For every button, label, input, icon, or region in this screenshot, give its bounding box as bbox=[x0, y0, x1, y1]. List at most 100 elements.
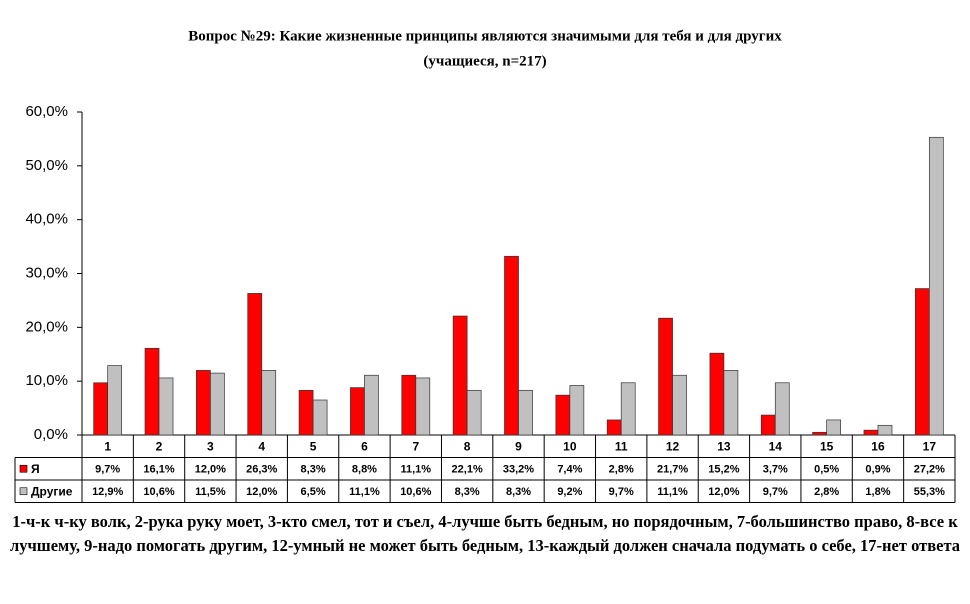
table-value: 9,2% bbox=[557, 486, 582, 498]
table-value: 11,1% bbox=[400, 464, 431, 476]
bar bbox=[723, 370, 739, 436]
x-tick-label: 10 bbox=[563, 439, 577, 453]
y-tick-label: 60,0% bbox=[25, 103, 68, 120]
bar bbox=[415, 377, 431, 436]
table-value: 9,7% bbox=[763, 486, 788, 498]
table-value: 11,5% bbox=[195, 486, 226, 498]
table-value: 22,1% bbox=[452, 464, 483, 476]
table-value: 12,0% bbox=[195, 464, 226, 476]
y-tick-label: 40,0% bbox=[25, 211, 68, 228]
y-tick-label: 10,0% bbox=[25, 372, 68, 389]
table-value: 10,6% bbox=[400, 486, 431, 498]
x-tick-label: 8 bbox=[464, 439, 471, 453]
bar bbox=[672, 374, 687, 436]
table-value: 9,7% bbox=[609, 486, 634, 498]
x-tick-label: 15 bbox=[820, 439, 834, 453]
table-value: 55,3% bbox=[914, 486, 945, 498]
legend-label: Другие bbox=[31, 484, 73, 498]
table-value: 8,8% bbox=[352, 464, 377, 476]
table-value: 6,5% bbox=[301, 486, 326, 498]
x-tick-label: 1 bbox=[104, 439, 111, 453]
bar bbox=[606, 419, 622, 436]
table-value: 12,9% bbox=[92, 486, 123, 498]
table-value: 15,2% bbox=[708, 464, 739, 476]
bar bbox=[93, 382, 109, 436]
bar bbox=[863, 429, 879, 436]
bar bbox=[350, 387, 365, 436]
bar bbox=[312, 399, 328, 436]
bar bbox=[196, 370, 211, 436]
bar bbox=[877, 424, 893, 436]
chart-title: Вопрос №29: Какие жизненные принципы явл… bbox=[188, 28, 782, 44]
table-value: 0,9% bbox=[865, 464, 890, 476]
bar bbox=[466, 389, 482, 436]
bar bbox=[210, 372, 225, 436]
bar bbox=[518, 389, 533, 436]
y-tick-label: 20,0% bbox=[25, 318, 68, 335]
table-value: 12,0% bbox=[708, 486, 739, 498]
table-value: 2,8% bbox=[609, 464, 634, 476]
bar bbox=[144, 347, 160, 436]
table-value: 1,8% bbox=[865, 486, 890, 498]
bar bbox=[158, 377, 174, 436]
table-value: 0,5% bbox=[814, 464, 839, 476]
legend-swatch bbox=[19, 464, 28, 473]
table-value: 11,1% bbox=[349, 486, 380, 498]
table-value: 8,3% bbox=[455, 486, 480, 498]
bar bbox=[760, 414, 776, 436]
legend-label: Я bbox=[31, 462, 40, 476]
legend-swatch bbox=[19, 487, 28, 496]
bar bbox=[504, 255, 519, 436]
bar bbox=[658, 317, 673, 436]
x-tick-label: 13 bbox=[717, 439, 731, 453]
table-value: 2,8% bbox=[814, 486, 839, 498]
table-value: 33,2% bbox=[503, 464, 534, 476]
bar bbox=[247, 293, 263, 436]
x-tick-label: 4 bbox=[258, 439, 265, 453]
table-value: 7,4% bbox=[557, 464, 582, 476]
bar bbox=[452, 315, 468, 436]
x-tick-label: 11 bbox=[615, 439, 628, 453]
table-value: 9,7% bbox=[95, 464, 120, 476]
table-value: 16,1% bbox=[143, 464, 174, 476]
chart-subtitle: (учащиеся, n=217) bbox=[423, 53, 546, 69]
bar bbox=[298, 389, 314, 436]
bar bbox=[107, 365, 123, 436]
bar bbox=[569, 385, 585, 436]
table-value: 3,7% bbox=[763, 464, 788, 476]
table-value: 8,3% bbox=[301, 464, 326, 476]
table-value: 27,2% bbox=[914, 464, 945, 476]
table-value: 11,1% bbox=[657, 486, 688, 498]
x-tick-label: 6 bbox=[361, 439, 368, 453]
y-tick-label: 0,0% bbox=[34, 426, 68, 443]
bar bbox=[812, 431, 827, 436]
table-value: 26,3% bbox=[246, 464, 277, 476]
bar bbox=[364, 374, 379, 436]
x-tick-label: 2 bbox=[156, 439, 163, 453]
bar bbox=[826, 419, 841, 436]
x-tick-label: 16 bbox=[871, 439, 885, 453]
table-value: 10,6% bbox=[143, 486, 174, 498]
table-value: 12,0% bbox=[246, 486, 277, 498]
x-tick-label: 14 bbox=[769, 439, 783, 453]
table-value: 8,3% bbox=[506, 486, 531, 498]
bar bbox=[709, 352, 725, 436]
bar bbox=[774, 382, 790, 436]
x-tick-label: 5 bbox=[310, 439, 317, 453]
bar bbox=[401, 374, 417, 436]
y-tick-label: 50,0% bbox=[25, 157, 68, 174]
bar bbox=[261, 370, 277, 436]
table-value: 21,7% bbox=[657, 464, 688, 476]
y-tick-label: 30,0% bbox=[25, 264, 68, 281]
bar bbox=[914, 288, 930, 436]
footnote: 1-ч-к ч-ку волк, 2-рука руку моет, 3-кто… bbox=[9, 512, 961, 555]
bar bbox=[555, 394, 571, 436]
x-tick-label: 3 bbox=[207, 439, 214, 453]
bar bbox=[928, 136, 944, 436]
x-tick-label: 17 bbox=[923, 439, 937, 453]
x-tick-label: 7 bbox=[412, 439, 419, 453]
x-tick-label: 12 bbox=[666, 439, 680, 453]
x-tick-label: 9 bbox=[515, 439, 522, 453]
